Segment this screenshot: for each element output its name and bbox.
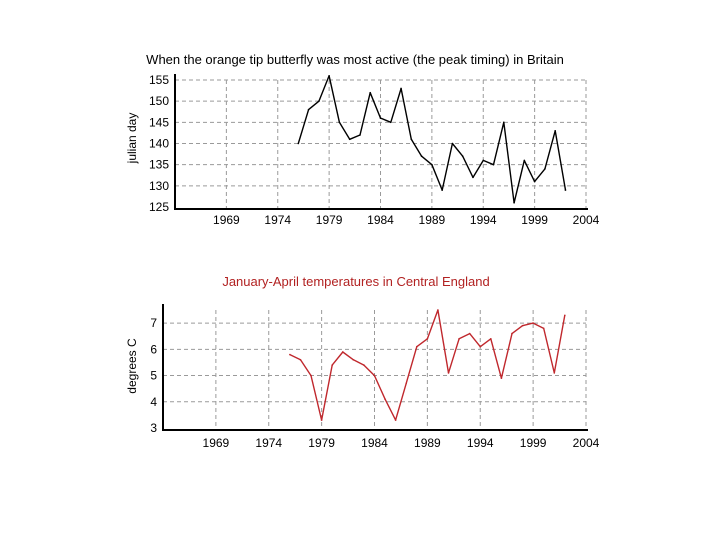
data-point <box>461 155 464 157</box>
data-point <box>341 351 344 353</box>
data-point <box>394 419 397 421</box>
data-point <box>369 91 372 94</box>
grid <box>163 310 587 430</box>
data-point <box>490 338 492 340</box>
data-point <box>431 163 433 166</box>
y-tick-label: 6 <box>150 342 157 356</box>
data-point <box>410 138 413 141</box>
data-point <box>553 372 556 374</box>
data-point <box>307 108 310 111</box>
x-tick-label: 1994 <box>470 213 497 227</box>
y-tick-label: 135 <box>149 158 169 172</box>
central-england-temperature-chart: January-April temperatures in Central En… <box>125 274 600 450</box>
chart-title: January-April temperatures in Central En… <box>222 274 489 289</box>
axes <box>174 74 588 210</box>
butterfly-peak-timing-chart: When the orange tip butterfly was most a… <box>125 52 600 227</box>
data-point <box>482 159 485 162</box>
tick-labels: 125 130 135 140 145 150 155 1969 1974 1979 1984 198… <box>149 73 600 227</box>
y-tick-label: 150 <box>149 94 169 108</box>
x-tick-label: 1984 <box>361 436 388 450</box>
x-tick-label: 1984 <box>367 213 394 227</box>
data-point <box>492 163 495 166</box>
y-tick-label: 125 <box>149 200 169 214</box>
data-point <box>544 168 546 170</box>
data-point <box>352 359 355 361</box>
data-point <box>523 159 526 162</box>
tick-labels: 3 4 5 6 7 1969 1974 1979 1984 1989 1994 1999 2004 <box>150 316 599 450</box>
y-tick-label: 3 <box>150 421 157 435</box>
y-tick-label: 130 <box>149 179 169 193</box>
data-point <box>479 345 482 348</box>
data-point <box>564 314 566 317</box>
x-tick-label: 1979 <box>308 436 335 450</box>
y-tick-label: 5 <box>150 369 157 383</box>
data-point <box>328 74 330 77</box>
x-tick-label: 1989 <box>419 213 446 227</box>
data-point <box>503 121 505 124</box>
data-point <box>500 377 503 379</box>
data-point <box>299 359 302 361</box>
data-point <box>533 180 536 183</box>
x-tick-label: 1974 <box>264 213 291 227</box>
y-tick-label: 155 <box>149 73 169 87</box>
data-point <box>310 374 312 377</box>
data-point <box>384 398 386 400</box>
data-point <box>542 327 545 330</box>
data-point <box>405 382 408 385</box>
data-point <box>297 142 300 145</box>
data-point <box>379 117 382 119</box>
data-point <box>359 134 361 136</box>
data-point <box>320 419 323 421</box>
data-point <box>389 121 392 124</box>
data-point <box>338 121 341 124</box>
data-point <box>511 332 513 335</box>
data-point <box>416 345 418 348</box>
data-point <box>564 189 567 191</box>
data-point <box>554 130 556 132</box>
series-line <box>289 309 566 421</box>
data-point <box>468 332 471 335</box>
data-point <box>458 338 460 340</box>
y-axis-label: julian day <box>125 113 139 165</box>
axes <box>162 304 588 431</box>
data-point <box>513 201 515 204</box>
series-line <box>297 74 567 204</box>
grid <box>175 79 587 209</box>
x-tick-label: 1994 <box>467 436 494 450</box>
data-point <box>318 100 320 102</box>
data-point <box>331 364 334 366</box>
x-tick-label: 2004 <box>573 436 600 450</box>
data-point <box>289 353 291 356</box>
data-point <box>447 372 450 374</box>
x-tick-label: 1974 <box>255 436 282 450</box>
y-tick-label: 140 <box>149 137 169 151</box>
x-tick-label: 1989 <box>414 436 441 450</box>
chart-title: When the orange tip butterfly was most a… <box>146 52 564 67</box>
y-tick-label: 7 <box>150 316 157 330</box>
y-tick-label: 4 <box>150 395 157 409</box>
data-point <box>373 374 376 377</box>
y-tick-label: 145 <box>149 115 169 129</box>
data-point <box>363 364 365 366</box>
data-point <box>400 87 402 90</box>
data-point <box>437 309 439 311</box>
data-point <box>426 338 429 340</box>
x-tick-label: 1979 <box>316 213 343 227</box>
data-point <box>472 176 474 179</box>
data-point <box>451 142 454 145</box>
x-tick-label: 1999 <box>521 213 548 227</box>
data-point <box>441 189 443 191</box>
data-point <box>532 322 534 324</box>
x-tick-label: 1999 <box>520 436 547 450</box>
x-tick-label: 2004 <box>573 213 600 227</box>
data-point <box>348 138 351 141</box>
x-tick-label: 1969 <box>203 436 230 450</box>
y-axis-label: degrees C <box>125 338 139 394</box>
data-point <box>521 324 524 327</box>
data-point <box>420 155 423 157</box>
x-tick-label: 1969 <box>213 213 240 227</box>
